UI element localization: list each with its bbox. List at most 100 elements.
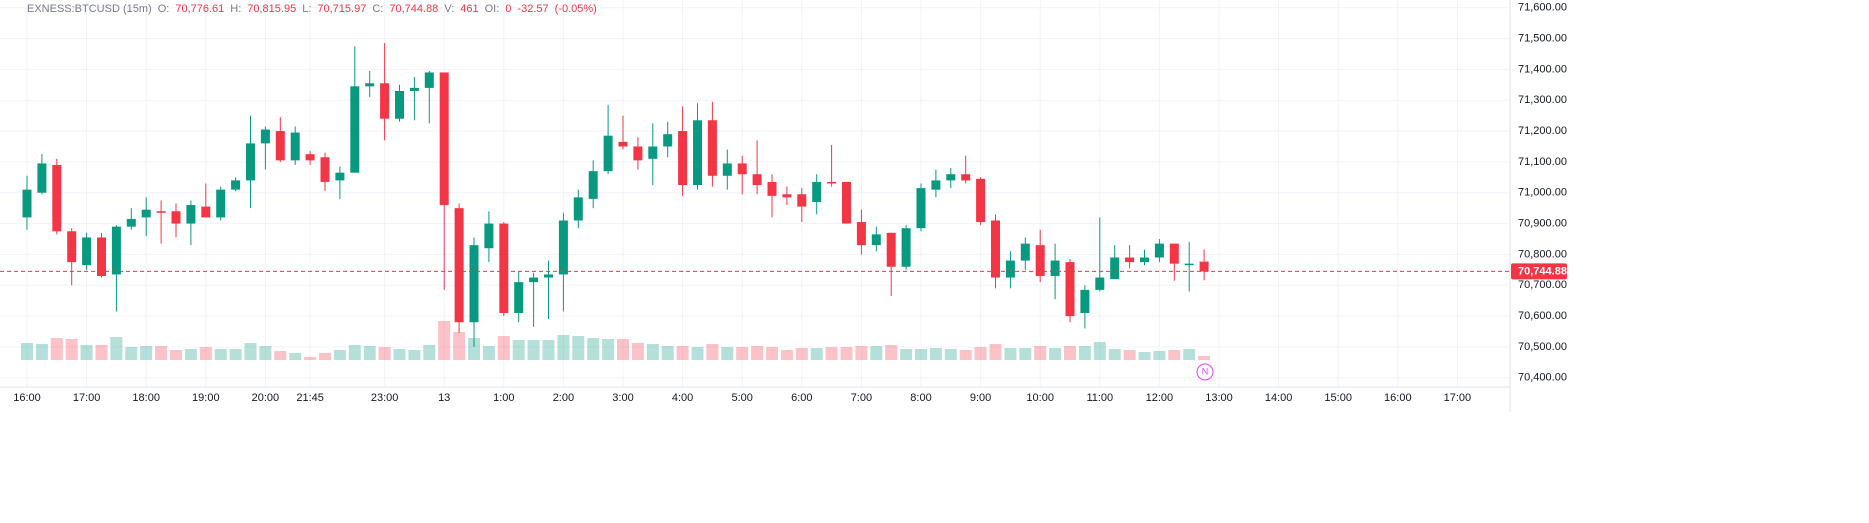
candle-body — [1020, 243, 1030, 261]
volume-bar — [810, 348, 823, 360]
y-tick-label: 70,800.00 — [1518, 248, 1567, 260]
volume-bar — [1153, 351, 1166, 360]
volume-bar — [944, 349, 957, 360]
x-tick-label: 17:00 — [73, 392, 101, 404]
symbol: EXNESS:BTCUSD (15m) — [27, 3, 152, 15]
volume-bar — [393, 349, 406, 360]
candle-body — [916, 188, 926, 229]
volume-bar — [21, 343, 33, 360]
candle-body — [186, 205, 196, 224]
y-tick-label: 70,700.00 — [1518, 279, 1567, 291]
candle-body — [871, 234, 881, 246]
volume-bar — [915, 349, 927, 360]
news-icon: N — [1202, 366, 1209, 376]
candle-body — [350, 86, 360, 173]
candle-body — [231, 180, 241, 190]
x-tick-label: 13 — [438, 392, 450, 404]
field-key: OI: — [484, 3, 500, 15]
volume-bar — [259, 346, 272, 360]
candle-body — [558, 220, 568, 275]
volume-bar — [408, 350, 421, 360]
volume-bar — [825, 347, 838, 360]
candle-body — [37, 163, 47, 193]
volume-bar — [214, 349, 227, 360]
candle-body — [767, 181, 777, 196]
x-tick-label: 9:00 — [970, 392, 991, 404]
volume-bar — [929, 348, 942, 360]
volume-bar — [378, 347, 391, 360]
volume-bar — [497, 336, 510, 360]
volume-bar — [780, 350, 793, 360]
volume-bar — [35, 344, 48, 360]
volume-bar — [631, 343, 644, 360]
y-tick-label: 70,900.00 — [1518, 217, 1567, 229]
volume-bar — [855, 346, 868, 360]
field-key: V: — [444, 3, 455, 15]
volume-bar — [691, 347, 704, 360]
x-tick-label: 12:00 — [1146, 392, 1174, 404]
candle-body — [395, 90, 404, 119]
candle-body — [1095, 277, 1105, 290]
volume-bar — [1123, 350, 1136, 360]
volume-bar — [1183, 349, 1196, 360]
x-tick-label: 5:00 — [731, 392, 752, 404]
candle-body — [171, 211, 181, 224]
candle-body — [275, 131, 285, 161]
volume-bar — [110, 337, 123, 360]
x-tick-label: 21:45 — [296, 392, 324, 404]
candle-body — [946, 174, 956, 181]
candle-body — [290, 132, 300, 161]
candle-body — [484, 223, 494, 249]
candle-body — [514, 282, 524, 313]
candle-body — [618, 141, 628, 147]
candle-body — [737, 163, 747, 175]
field-value: 70,815.95 — [247, 3, 297, 15]
volume-bar — [319, 353, 331, 360]
candle-body — [499, 223, 509, 313]
volume-bar — [438, 321, 451, 360]
y-tick-label: 71,400.00 — [1518, 63, 1567, 75]
change: -32.57 — [517, 3, 549, 15]
candle-body — [305, 154, 315, 161]
volume-bar — [572, 336, 585, 360]
candle-body — [529, 277, 539, 283]
x-tick-label: 16:00 — [1384, 392, 1412, 404]
candle-body — [812, 181, 822, 202]
last-price-label: 70,744.88 — [1518, 265, 1567, 277]
volume-bar — [602, 339, 615, 360]
legend: EXNESS:BTCUSD (15m) O: 70,776.61 H: 70,815.9… — [27, 3, 597, 15]
volume-bar — [1019, 348, 1032, 360]
volume-bar — [1108, 349, 1121, 360]
candle-body — [588, 171, 598, 199]
candle-body — [544, 274, 553, 278]
candle-body — [335, 172, 345, 181]
candle-body — [67, 231, 77, 263]
x-tick-label: 2:00 — [553, 392, 574, 404]
volume-bar — [1004, 348, 1017, 360]
y-tick-label: 71,200.00 — [1518, 125, 1567, 137]
candle-body — [693, 120, 702, 186]
candle-body — [797, 194, 807, 207]
candle-body — [22, 189, 32, 218]
volume-bar — [423, 345, 436, 360]
candle-body — [1199, 261, 1209, 272]
field-value: 461 — [460, 3, 479, 15]
candle-body — [454, 208, 464, 323]
field-key: C: — [372, 3, 384, 15]
y-tick-label: 71,500.00 — [1518, 32, 1567, 44]
candle-body — [931, 180, 941, 190]
volume-bar — [199, 347, 212, 360]
x-tick-label: 13:00 — [1205, 392, 1233, 404]
volume-bar — [140, 346, 153, 360]
candle-body — [856, 222, 866, 246]
volume-bar — [363, 346, 376, 360]
volume-bar — [274, 351, 287, 360]
x-tick-label: 3:00 — [612, 392, 633, 404]
candle-body — [1110, 257, 1120, 280]
volume-bar — [721, 347, 734, 360]
candle-body — [260, 129, 270, 144]
x-tick-label: 19:00 — [192, 392, 220, 404]
candle-body — [886, 232, 896, 267]
